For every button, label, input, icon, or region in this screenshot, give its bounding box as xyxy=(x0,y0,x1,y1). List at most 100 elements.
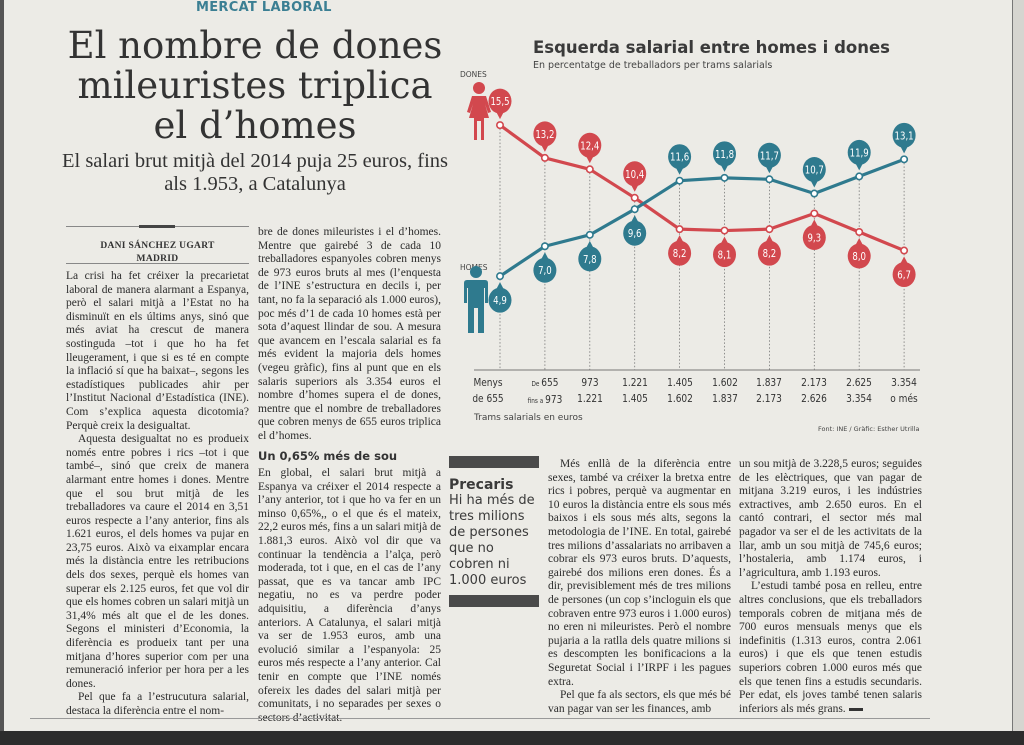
x-tick-from: 1.405 xyxy=(666,376,693,389)
pull-quote-box: Precaris Hi ha més de tres milions de pe… xyxy=(449,456,539,607)
byline-rule-accent xyxy=(139,225,175,228)
label-pin-head xyxy=(847,243,871,269)
byline-location: MADRID xyxy=(136,254,179,264)
women-data-point xyxy=(765,225,774,234)
men-data-point xyxy=(630,205,639,214)
data-label-text: 7,0 xyxy=(538,265,552,277)
label-pin-head xyxy=(847,139,871,165)
label-pin-head xyxy=(892,122,916,148)
x-tick-from: De 655 xyxy=(531,376,559,389)
label-pin-head xyxy=(713,242,736,268)
page-left-edge xyxy=(0,0,4,745)
subheadline: El salari brut mitjà del 2014 puja 25 eu… xyxy=(61,150,448,195)
men-data-label: 11,6 xyxy=(668,144,692,175)
men-data-label: 11,7 xyxy=(757,142,781,174)
end-of-article-mark xyxy=(848,707,863,711)
paragraph: bre de dones mileuristes i el d’homes. M… xyxy=(258,226,441,442)
label-pin-head xyxy=(578,246,602,272)
women-data-label: 10,4 xyxy=(623,161,647,192)
byline: DANI SÁNCHEZ UGART MADRID xyxy=(60,240,255,266)
x-tick-label: 1.405 1.602 xyxy=(655,375,704,407)
label-pin-head xyxy=(802,157,826,183)
x-tick-to: 2.626 xyxy=(801,392,828,405)
men-data-label: 7,8 xyxy=(578,240,602,272)
x-axis-label: Trams salarials en euros xyxy=(474,413,583,423)
x-tick-label: De 655 fins a 973 xyxy=(520,375,569,409)
pull-quote-text: Hi ha més de tres milions de persones qu… xyxy=(449,493,535,588)
women-data-point xyxy=(675,225,684,234)
x-tick-label: 3.354 o més xyxy=(879,375,928,407)
data-label-text: 8,2 xyxy=(673,248,687,260)
label-pin-head xyxy=(578,132,602,158)
data-label-text: 12,4 xyxy=(580,140,599,152)
chart-title: Esquerda salarial entre homes i dones xyxy=(533,38,890,57)
data-label-text: 8,0 xyxy=(852,251,866,263)
men-data-point xyxy=(765,175,774,184)
chart-source: Font: INE / Gràfic: Esther Utrilla xyxy=(818,425,920,433)
women-data-point xyxy=(585,165,594,174)
pull-quote-bar-top xyxy=(449,456,539,468)
women-data-point xyxy=(495,121,504,130)
men-data-point xyxy=(720,173,729,182)
men-data-label: 9,6 xyxy=(623,215,647,246)
x-tick-to: de 655 xyxy=(472,392,504,405)
x-tick-label: 973 1.221 xyxy=(565,375,614,407)
label-pin-head xyxy=(623,161,647,187)
women-data-label: 8,2 xyxy=(757,235,781,266)
x-tick-label: 1.602 1.837 xyxy=(700,375,749,407)
x-tick-to: 1.602 xyxy=(666,392,693,405)
paragraph: Pel que fa als sectors, els que més bé v… xyxy=(548,689,731,715)
chart-subtitle: En percentatge de treballadors per trams… xyxy=(533,60,773,71)
x-tick-from: 1.221 xyxy=(621,376,648,389)
legend-women-label: DONES xyxy=(460,70,487,79)
paragraph: L’estudi també posa en relleu, entre alt… xyxy=(739,580,922,716)
label-pin-head xyxy=(488,287,512,313)
headline: El nombre de dones mileuristes triplica … xyxy=(67,24,443,147)
label-pin-head xyxy=(892,262,916,288)
x-tick-from: 1.602 xyxy=(711,376,738,389)
women-data-point xyxy=(540,153,549,162)
label-pin-head xyxy=(757,240,781,266)
x-tick-label: Menys de 655 xyxy=(463,375,512,407)
woman-icon xyxy=(467,82,491,140)
women-data-label: 12,4 xyxy=(578,132,602,164)
data-label-text: 13,2 xyxy=(535,129,554,141)
women-data-point xyxy=(720,226,729,235)
article-column-3: Més enllà de la diferència entre sexes, … xyxy=(548,458,731,716)
women-data-label: 8,2 xyxy=(668,235,692,266)
pull-quote-title: Precaris xyxy=(449,477,514,493)
data-label-text: 9,6 xyxy=(628,228,642,240)
x-tick-to: 1.405 xyxy=(621,392,648,405)
label-pin-head xyxy=(533,257,557,283)
data-label-text: 11,9 xyxy=(850,148,869,160)
page-bottom-rule xyxy=(30,718,930,719)
label-pin-head xyxy=(533,121,557,147)
paragraph: Pel que fa a l’estrucutura salarial, des… xyxy=(66,691,249,717)
data-label-text: 11,7 xyxy=(760,150,779,162)
data-label-text: 9,3 xyxy=(807,233,821,245)
x-tick-label: 1.837 2.173 xyxy=(745,375,794,407)
men-data-label: 11,8 xyxy=(713,141,736,172)
men-data-point xyxy=(855,172,864,181)
label-pin-head xyxy=(713,141,736,167)
women-data-label: 8,0 xyxy=(847,238,871,269)
paragraph: un sou mitjà de 3.228,5 euros; seguides … xyxy=(739,458,922,579)
label-pin-head xyxy=(488,88,512,114)
article-column-2: bre de dones mileuristes i el d’homes. M… xyxy=(258,226,441,725)
men-series-line xyxy=(499,157,905,278)
x-tick-to: 1.837 xyxy=(711,392,738,405)
x-tick-to: 3.354 xyxy=(846,392,873,405)
men-data-point xyxy=(810,189,819,198)
section-subhead: Un 0,65% més de sou xyxy=(258,448,398,463)
data-label-text: 11,6 xyxy=(670,152,689,164)
newspaper-page xyxy=(0,0,1012,730)
x-tick-label: 1.221 1.405 xyxy=(610,375,659,407)
women-data-label: 9,3 xyxy=(802,219,826,250)
x-tick-label: 2.625 3.354 xyxy=(835,375,884,407)
x-tick-from: 2.625 xyxy=(846,376,873,389)
men-data-point xyxy=(675,176,684,185)
data-label-text: 8,2 xyxy=(763,248,777,260)
x-tick-from: 1.837 xyxy=(756,376,783,389)
men-data-point xyxy=(585,230,594,239)
x-tick-from: 2.173 xyxy=(801,376,828,389)
